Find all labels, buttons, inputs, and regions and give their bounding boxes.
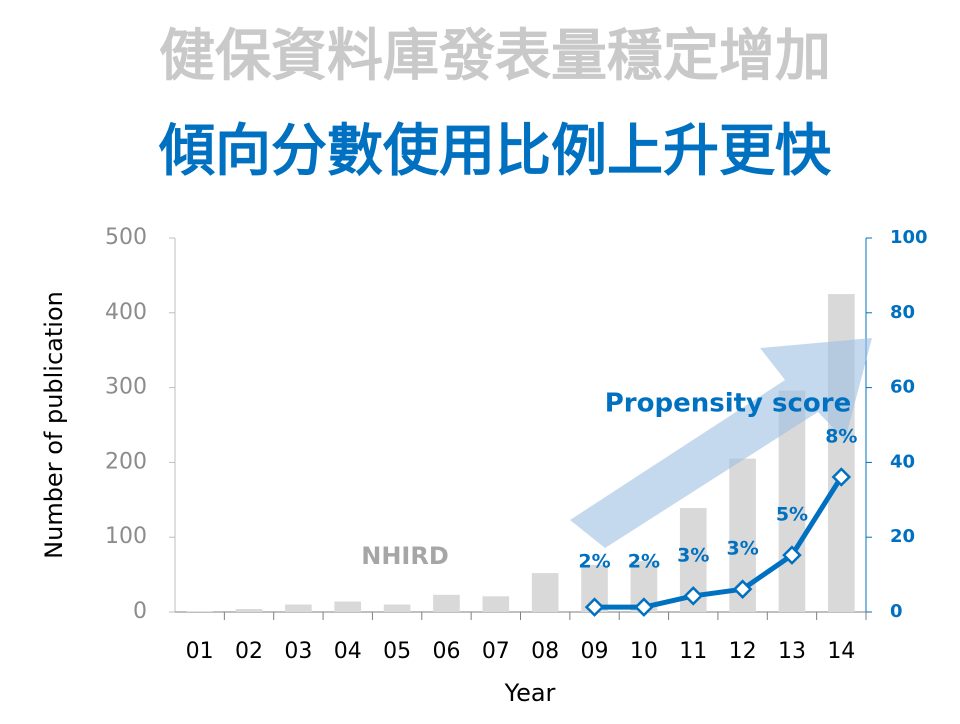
y-tick-label: 200 (105, 449, 147, 474)
x-tick-label: 13 (778, 639, 806, 664)
data-label: 2% (578, 551, 610, 573)
y2-tick-label: 100 (890, 227, 928, 248)
series-label: NHIRD (361, 542, 449, 570)
x-tick-label: 05 (383, 639, 411, 664)
x-tick-label: 08 (531, 639, 559, 664)
bar (235, 609, 263, 612)
marker (782, 545, 802, 565)
plot: 0 100 200 300 400 500 0 20 40 60 80 100 01 02 03 04 05 06… (105, 225, 928, 664)
series-label: Propensity score (605, 389, 852, 419)
x-tick-label: 09 (581, 639, 609, 664)
y-tick-label: 500 (105, 225, 147, 250)
x-tick-label: 11 (679, 639, 707, 664)
x-tick-label: 02 (235, 639, 263, 664)
y2-tick-label: 40 (890, 451, 915, 472)
y-tick-label: 300 (105, 375, 147, 400)
bar (531, 573, 559, 612)
title: 健保資料庫發表量穩定增加 (159, 24, 831, 89)
bar (433, 594, 460, 612)
data-label: 8% (825, 425, 857, 447)
marker (584, 597, 605, 617)
x-tick-label: 04 (334, 639, 362, 664)
x-tick-label: 14 (827, 639, 855, 664)
bar (383, 604, 411, 612)
data-label: 2% (628, 551, 660, 573)
data-label: 3% (677, 544, 709, 566)
data-label: 5% (776, 504, 808, 526)
y2-tick-label: 20 (890, 526, 915, 547)
y2-tick-label: 0 (890, 601, 903, 622)
marker (831, 467, 852, 487)
y-axis-label: Number of publication (40, 291, 68, 559)
marker (683, 586, 704, 606)
bar (285, 604, 312, 612)
x-tick-label: 03 (284, 639, 312, 664)
y2-tick-label: 80 (890, 302, 915, 323)
x-axis-label: Year (504, 679, 556, 707)
trend-arrow (570, 338, 872, 548)
bar (482, 596, 510, 612)
y2-tick-label: 60 (890, 377, 915, 398)
x-tick-label: 07 (482, 639, 510, 664)
y-tick-label: 0 (133, 599, 147, 624)
bar (334, 601, 362, 612)
marker (732, 579, 753, 599)
marker (634, 597, 654, 617)
subtitle: 傾向分數使用比例上升更快 (158, 119, 832, 184)
data-label: 3% (726, 538, 758, 560)
x-tick-label: 10 (630, 639, 658, 664)
x-tick-label: 06 (432, 639, 460, 664)
bar (186, 611, 214, 612)
overlay: 2% 2% 3% 3% 5% 8% (578, 425, 857, 617)
y-tick-label: 100 (105, 524, 147, 549)
y-tick-label: 400 (105, 300, 147, 325)
x-tick-label: 01 (186, 639, 214, 664)
x-tick-label: 12 (729, 639, 757, 664)
